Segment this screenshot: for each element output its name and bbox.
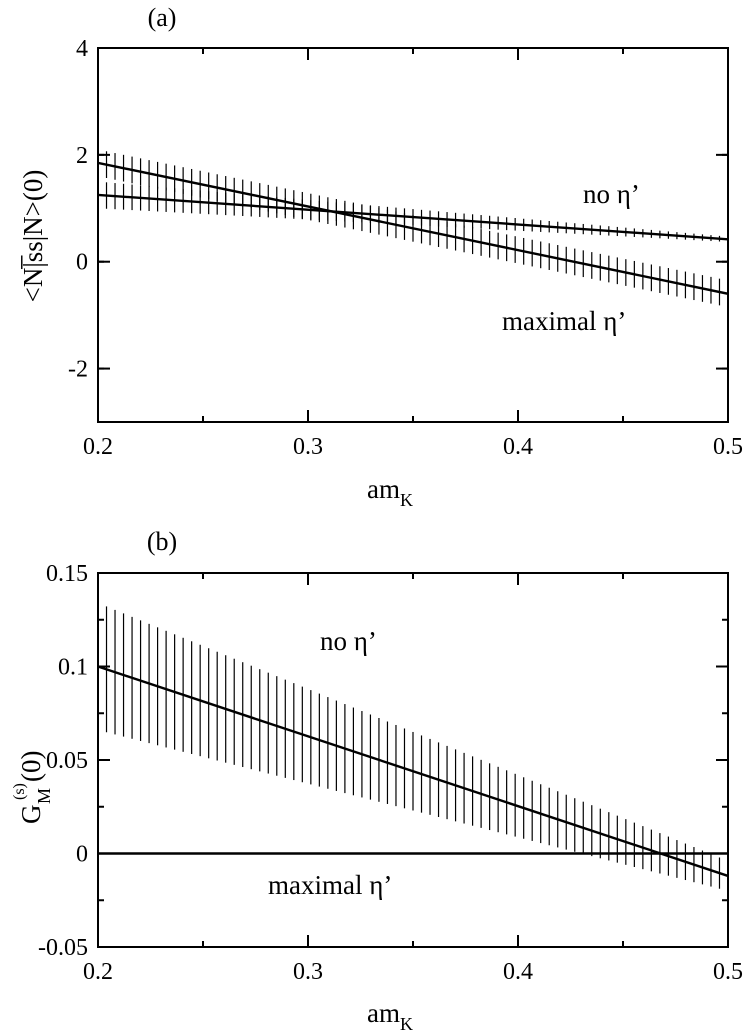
panel-b-series-label-maximal-eta: maximal η’	[268, 870, 392, 900]
svg-text:M: M	[34, 788, 54, 804]
panel-a-y-axis-label: <N|̅ss|N>(0)	[18, 170, 48, 303]
panel-a-series-label-no-eta: no η’	[583, 179, 640, 209]
x-tick-label: 0.2	[83, 959, 113, 985]
y-tick-label: 0.15	[46, 561, 88, 587]
panel-b-ticks: 0.2 0.3 0.4 0.5 -0.05 0 0.05 0.1 0.15	[38, 561, 743, 985]
panel-a-lines	[98, 161, 728, 295]
x-tick-label: 0.3	[293, 434, 323, 460]
series-line-1	[98, 161, 728, 295]
panel-b-series-label-no-eta: no η’	[320, 626, 377, 656]
y-tick-label: 4	[76, 36, 88, 62]
panel-a-x-axis-label: amK	[367, 474, 413, 510]
panel-a-series-label-maximal-eta: maximal η’	[502, 306, 626, 336]
panel-b-x-axis-label: amK	[367, 998, 413, 1034]
series-line-0	[98, 193, 728, 241]
panel-b-frame	[97, 572, 729, 948]
y-tick-label: -0.05	[38, 935, 88, 961]
x-tick-label: 0.3	[293, 959, 323, 985]
panel-b-y-axis-label: G M (s) (0)	[11, 751, 54, 824]
series-line-0	[98, 665, 728, 878]
panel-a-label: (a)	[148, 3, 177, 32]
svg-text:G: G	[16, 805, 46, 825]
panel-b-lines	[98, 665, 728, 878]
y-tick-label: 0	[76, 842, 88, 868]
panel-b-label: (b)	[147, 527, 177, 556]
y-tick-label: 0.1	[58, 655, 88, 681]
svg-text:(s): (s)	[11, 783, 28, 800]
panel-a-frame	[97, 47, 729, 423]
x-tick-label: 0.2	[83, 434, 113, 460]
x-tick-label: 0.4	[503, 959, 533, 985]
y-tick-label: 2	[76, 143, 88, 169]
y-tick-label: 0	[76, 250, 88, 276]
x-tick-label: 0.5	[713, 434, 743, 460]
panel-b-error-bands	[98, 602, 728, 891]
x-tick-label: 0.4	[503, 434, 533, 460]
svg-text:(0): (0)	[16, 751, 46, 782]
y-tick-label: 0.05	[46, 748, 88, 774]
x-tick-label: 0.5	[713, 959, 743, 985]
y-tick-label: -2	[68, 357, 88, 383]
panel-a: (a) 0.2 0.3 0.4 0.5 -2 0 2 4 no η’ maximal η’ a…	[18, 3, 743, 510]
panel-a-ticks: 0.2 0.3 0.4 0.5 -2 0 2 4	[68, 36, 743, 460]
